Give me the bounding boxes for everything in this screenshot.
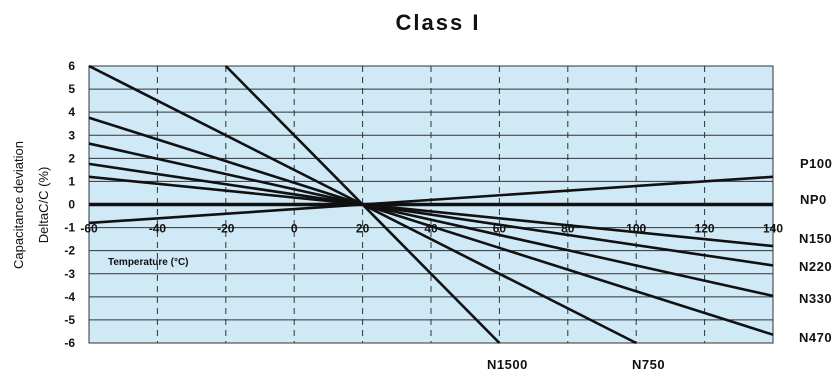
y-tick-label: -1 — [64, 221, 75, 235]
x-tick-label: -20 — [217, 222, 235, 236]
y-tick-label: -6 — [64, 336, 75, 350]
y-tick-label: 5 — [68, 82, 75, 96]
x-tick-label: 100 — [626, 222, 646, 236]
y-tick-label: 1 — [68, 174, 75, 188]
series-p100-line — [88, 175, 774, 225]
x-tick-label: 80 — [561, 222, 575, 236]
tick-layer: 6 5 4 3 2 1 0 -1 -2 -3 -4 -5 -6 -60 -40 -20 0 20 40 60 80 100… — [64, 59, 783, 350]
series-label-n220: N220 — [799, 259, 832, 274]
y-axis-title: Capacitance deviation DeltaC/C (%) — [11, 141, 51, 269]
x-tick-label: 40 — [424, 222, 438, 236]
y-tick-label: 4 — [68, 105, 75, 119]
y-axis-title-line-1: Capacitance deviation — [11, 141, 26, 269]
series-label-n150: N150 — [799, 231, 832, 246]
series-label-n470: N470 — [799, 330, 832, 345]
x-axis-title: Temperature (°C) — [108, 257, 189, 268]
series-n150-line — [88, 175, 774, 248]
series-label-np0: NP0 — [800, 192, 827, 207]
x-tick-label: 20 — [356, 222, 370, 236]
chart-title: Class I — [396, 10, 481, 35]
series-label-n1500: N1500 — [487, 357, 528, 372]
y-tick-label: 2 — [68, 151, 75, 165]
y-tick-label: 6 — [68, 59, 75, 73]
series-label-layer: P100 NP0 N150 N220 N330 N470 N750 N1500 — [487, 156, 832, 372]
series-n220-line — [88, 162, 774, 267]
series-label-p100: P100 — [800, 156, 832, 171]
x-tick-label: -40 — [149, 222, 167, 236]
y-tick-label: -4 — [64, 290, 75, 304]
series-n330-line — [88, 142, 774, 298]
y-tick-label: 0 — [68, 198, 75, 212]
y-tick-label: -3 — [64, 267, 75, 281]
x-tick-label: 0 — [291, 222, 298, 236]
y-tick-label: 3 — [68, 128, 75, 142]
series-n1500-line — [224, 65, 501, 344]
y-tick-label: -5 — [64, 313, 75, 327]
series-layer — [88, 64, 774, 345]
series-label-n330: N330 — [799, 291, 832, 306]
x-tick-label: 140 — [763, 222, 783, 236]
y-axis-title-line-2: DeltaC/C (%) — [36, 167, 51, 244]
series-label-n750: N750 — [632, 357, 665, 372]
series-n470-line — [88, 116, 774, 336]
y-tick-label: -2 — [64, 244, 75, 258]
x-tick-label: -60 — [80, 222, 98, 236]
x-tick-label: 60 — [493, 222, 507, 236]
x-tick-label: 120 — [695, 222, 715, 236]
